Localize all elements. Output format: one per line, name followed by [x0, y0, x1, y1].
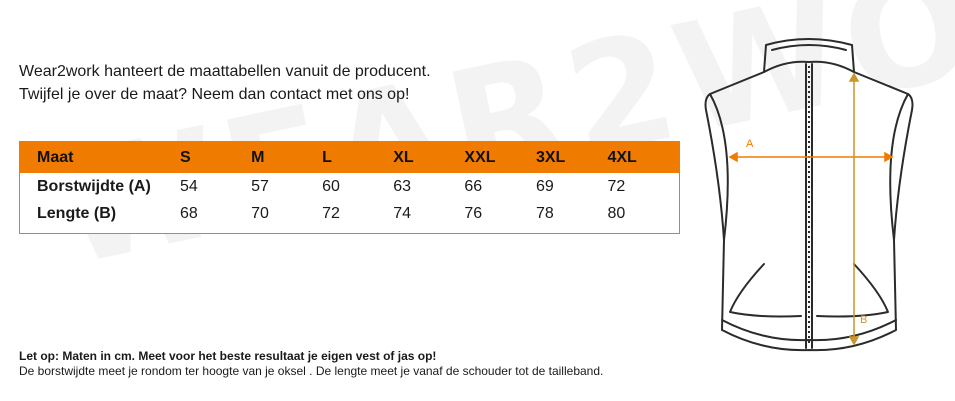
header-size-m: M — [251, 148, 265, 166]
label-b: B — [860, 314, 867, 326]
intro-line-1: Wear2work hanteert de maattabellen vanui… — [19, 63, 431, 80]
header-maat: Maat — [37, 148, 74, 166]
table-cell: 74 — [393, 204, 412, 222]
table-cell: 57 — [251, 177, 269, 195]
arrow-a — [728, 151, 894, 163]
table-cell: 72 — [607, 177, 626, 195]
table-cell: 80 — [607, 204, 626, 222]
table-row: Lengte (B) 68 70 72 74 76 78 80 — [20, 200, 679, 227]
header-size-xl: XL — [393, 148, 414, 166]
table-cell: 69 — [535, 177, 554, 195]
table-cell: 76 — [464, 204, 483, 222]
size-table: Maat S M L XL XXL 3XL 4XL Borstwijdte (A… — [19, 141, 680, 234]
vest-right-pocket — [816, 263, 889, 318]
arrow-b — [848, 72, 860, 346]
intro-line-2: Twijfel je over de maat? Neem dan contac… — [19, 86, 410, 103]
vest-left-pocket — [729, 263, 802, 318]
vest-left-armhole — [709, 93, 729, 241]
measurement-note: Let op: Maten in cm. Meet voor het beste… — [19, 349, 603, 379]
header-size-l: L — [322, 148, 332, 166]
table-cell: 66 — [464, 177, 483, 195]
vest-right-armhole — [889, 93, 909, 241]
header-size-xxl: XXL — [464, 148, 496, 166]
table-cell: 78 — [535, 204, 554, 222]
note-explanation: De borstwijdte meet je rondom ter hoogte… — [19, 364, 604, 378]
header-size-s: S — [180, 148, 191, 166]
table-row: Borstwijdte (A) 54 57 60 63 66 69 72 — [20, 173, 679, 200]
intro-text: Wear2work hanteert de maattabellen vanui… — [19, 60, 431, 106]
table-cell: 68 — [180, 204, 198, 222]
table-cell: 54 — [180, 177, 198, 195]
row-label-lengte: Lengte (B) — [37, 204, 117, 222]
table-cell: 60 — [322, 177, 340, 195]
table-cell: 72 — [322, 204, 340, 222]
table-cell: 63 — [393, 177, 412, 195]
vest-collar-inner — [771, 44, 847, 51]
header-size-3xl: 3XL — [535, 148, 566, 166]
vest-hem-band — [721, 319, 897, 342]
vest-collar — [763, 38, 855, 73]
label-a: A — [746, 138, 754, 150]
note-warning: Let op: Maten in cm. Meet voor het beste… — [19, 349, 437, 363]
size-table-header-row: Maat S M L XL XXL 3XL 4XL — [20, 142, 679, 173]
vest-diagram: A B — [704, 38, 914, 352]
vest-body-outline — [704, 71, 914, 352]
header-size-4xl: 4XL — [607, 148, 637, 166]
row-label-borstwijdte: Borstwijdte (A) — [37, 177, 151, 195]
table-cell: 70 — [251, 204, 269, 222]
